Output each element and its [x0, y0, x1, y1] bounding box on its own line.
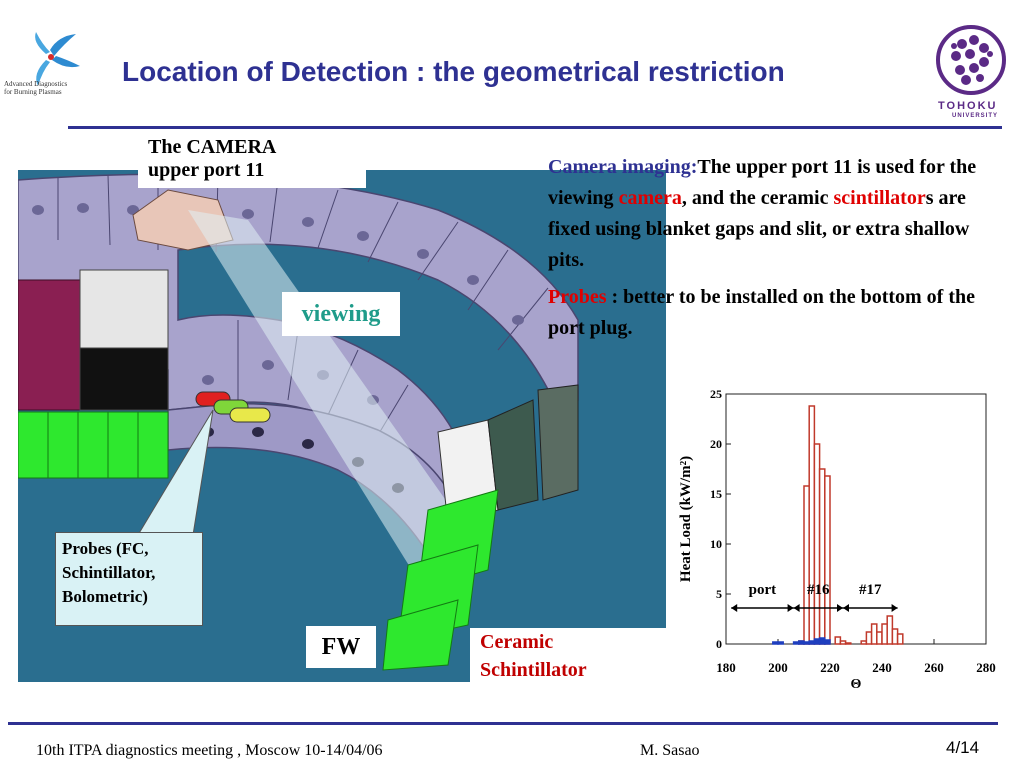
green-panels-left — [18, 411, 169, 479]
port-plug-dark — [79, 347, 169, 411]
histogram-bar — [839, 640, 847, 645]
histogram-bar — [813, 443, 821, 645]
adbp-logo — [35, 32, 80, 86]
footer-rule — [8, 722, 998, 725]
range-arrowhead — [891, 604, 898, 612]
y-axis-label: Heat Load (kW/m²) — [678, 456, 694, 582]
histogram-bar — [886, 615, 894, 645]
histogram-bar — [824, 475, 831, 645]
description-probes-paragraph: Probes : better to be installed on the b… — [548, 286, 975, 339]
ceramic-scintillator-label: Ceramic Schintillator — [470, 628, 668, 684]
range-arrowhead — [793, 604, 800, 612]
histogram-bar — [834, 636, 842, 645]
histogram-bar — [896, 633, 904, 645]
range-arrowhead — [787, 604, 794, 612]
y-tick-label: 5 — [716, 587, 722, 601]
description-camera-paragraph: Camera imaging:The upper port 11 is used… — [548, 156, 977, 271]
plot-frame — [725, 393, 987, 645]
histogram-bar — [818, 468, 826, 645]
histogram-bar — [813, 638, 821, 645]
histogram-bar — [844, 642, 852, 645]
range-label: #16 — [807, 582, 830, 598]
footer-meeting: 10th ITPA diagnostics meeting , Moscow 1… — [36, 742, 383, 759]
right-plug-dark — [487, 399, 539, 511]
histogram-bar — [824, 639, 831, 645]
histogram-bar — [891, 628, 899, 645]
x-axis-label: Θ — [851, 677, 862, 692]
y-tick-label: 25 — [710, 387, 722, 401]
probes-label: Probes (FC, Schintillator, Bolometric) — [55, 532, 203, 626]
histogram-bar — [777, 641, 784, 645]
probe-cylinders — [195, 391, 271, 423]
histogram-bar — [876, 631, 883, 645]
range-arrowhead — [837, 604, 843, 612]
green-panels-right — [382, 489, 499, 671]
histogram-bar — [798, 640, 805, 645]
histogram-bar — [772, 641, 779, 645]
viewing-label: viewing — [282, 292, 400, 336]
range-label: port — [749, 582, 777, 598]
range-arrowhead — [843, 604, 849, 612]
y-tick-label: 20 — [710, 437, 722, 451]
y-tick-label: 0 — [716, 637, 722, 651]
histogram-bar — [803, 485, 810, 645]
tohoku-subtitle: UNIVERSITY — [952, 113, 999, 119]
range-arrowhead — [731, 604, 738, 612]
histogram-bar — [881, 623, 888, 645]
y-tick-label: 10 — [710, 537, 722, 551]
heat-load-histogram: 0 5 10 15 20 25 180 200 220 240 260 280 port #16 #17 Θ H… — [678, 387, 996, 692]
title-underline — [68, 126, 1002, 129]
histogram-bar — [818, 637, 826, 645]
adbp-logo-text: Advanced Diagnostics for Burning Plasmas — [4, 80, 68, 96]
tokamak-cad-figure — [18, 170, 666, 682]
y-tick-label: 15 — [710, 487, 722, 501]
histogram-bar — [865, 631, 873, 645]
histogram-bar — [860, 640, 868, 645]
page-number: 4/14 — [946, 738, 980, 757]
x-tick-label: 260 — [924, 660, 944, 675]
description-text: Camera imaging:The upper port 11 is used… — [548, 152, 978, 344]
tohoku-wordmark: TOHOKU — [938, 100, 998, 112]
tohoku-university-logo — [936, 25, 1006, 95]
first-wall-label: FW — [306, 626, 376, 668]
histogram-bar — [803, 641, 810, 645]
x-tick-label: 280 — [976, 660, 996, 675]
x-tick-label: 220 — [820, 660, 840, 675]
slide-title: Location of Detection : the geometrical … — [122, 56, 785, 87]
port-plug-white — [79, 269, 169, 349]
footer-author: M. Sasao — [640, 742, 700, 759]
camera-label: The CAMERA upper port 11 — [138, 136, 366, 188]
histogram-bar — [792, 641, 800, 645]
histogram-bar — [808, 640, 816, 645]
port-plug-magenta — [18, 279, 81, 411]
x-tick-label: 180 — [716, 660, 736, 675]
histogram-bar — [870, 623, 878, 645]
viewing-cone — [188, 210, 488, 580]
right-plug-side — [537, 384, 579, 501]
x-tick-label: 200 — [768, 660, 788, 675]
x-tick-label: 240 — [872, 660, 892, 675]
range-label: #17 — [859, 582, 882, 598]
